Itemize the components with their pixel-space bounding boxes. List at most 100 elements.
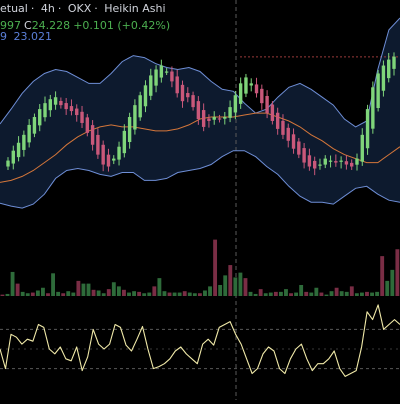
volume-bar	[15, 283, 20, 296]
candle-body	[254, 84, 259, 94]
volume-bar	[127, 292, 131, 296]
candle-body	[138, 95, 142, 118]
candle-body	[228, 107, 232, 118]
candle-body	[244, 77, 248, 94]
volume-bar	[25, 293, 30, 296]
volume-bar	[162, 291, 167, 296]
candle-body	[32, 117, 37, 134]
candle-body	[48, 99, 53, 111]
volume-bar	[375, 291, 380, 296]
volume-bar	[213, 239, 218, 296]
candle-body	[381, 65, 386, 91]
volume-bar	[177, 292, 182, 296]
volume-bar	[197, 293, 202, 296]
bb-fragment: 9	[0, 30, 7, 43]
candle-body	[217, 118, 222, 120]
volume-bar	[228, 265, 233, 296]
volume-bar	[294, 292, 299, 296]
volume-bar	[253, 293, 258, 296]
candle-body	[38, 109, 42, 126]
volume-bar	[101, 293, 106, 296]
volume-bar	[319, 292, 324, 296]
candle-body	[365, 109, 370, 149]
volume-bar	[258, 289, 263, 296]
volume-bar	[349, 286, 354, 296]
candle-body	[201, 110, 206, 127]
candle-body	[22, 134, 26, 150]
candle-body	[265, 96, 269, 114]
volume-bar	[359, 292, 364, 296]
candle-body	[223, 117, 227, 119]
candle-body	[85, 117, 90, 133]
chart-style-label: Heikin Ashi	[104, 2, 166, 15]
volume-bar	[41, 287, 45, 296]
bollinger-upper-line	[0, 17, 400, 128]
volume-bar	[86, 283, 91, 296]
candle-body	[349, 162, 354, 167]
candle-body	[101, 144, 105, 165]
volume-bar	[56, 291, 61, 296]
close-label: C	[24, 19, 32, 32]
candle-body	[53, 97, 58, 105]
candle-body	[69, 106, 74, 112]
ohlc-fragment: 997	[0, 19, 21, 32]
candle-body	[96, 134, 100, 155]
candle-body	[43, 103, 47, 118]
volume-bar	[0, 294, 5, 296]
volume-bar	[263, 293, 268, 296]
volume-bar	[339, 291, 344, 296]
volume-bar	[324, 294, 329, 296]
bb-value: 23.021	[13, 30, 53, 43]
volume-bar	[20, 291, 25, 296]
volume-bar	[71, 292, 76, 296]
volume-bar	[289, 293, 293, 296]
volume-bar	[106, 289, 111, 296]
candle-body	[27, 124, 31, 143]
volume-bar	[142, 293, 147, 296]
candle-body	[117, 146, 121, 160]
volume-bar	[192, 293, 197, 296]
volume-bar	[208, 286, 212, 296]
candle-body	[207, 118, 211, 121]
candle-body	[75, 108, 79, 116]
volume-bar	[218, 285, 223, 296]
volume-bar	[284, 289, 288, 296]
volume-bar	[243, 278, 248, 296]
candle-body	[339, 160, 343, 162]
separator-dot: ·	[30, 2, 35, 15]
volume-bar	[167, 292, 172, 296]
volume-bar	[329, 291, 334, 296]
candle-body	[307, 155, 312, 167]
candle-body	[106, 154, 111, 167]
candle-body	[286, 127, 290, 141]
close-value: 24.228	[31, 19, 71, 32]
separator-dot: ·	[57, 2, 62, 15]
candle-body	[323, 158, 327, 165]
candle-body	[302, 148, 306, 163]
candle-body	[80, 111, 84, 123]
volume-bar	[395, 249, 400, 296]
candle-body	[260, 88, 264, 104]
volume-bar	[390, 269, 395, 296]
volume-bar	[122, 289, 126, 296]
volume-bar	[96, 290, 101, 296]
volume-bar	[233, 277, 238, 296]
candle-body	[312, 160, 317, 169]
volume-bar	[116, 286, 121, 296]
volume-bar	[30, 292, 35, 296]
volume-bar	[157, 278, 162, 296]
change-value: +0.101 (+0.42%)	[73, 19, 171, 32]
candle-body	[11, 150, 15, 164]
volume-bar	[223, 275, 228, 296]
volume-bar	[187, 292, 192, 296]
candle-body	[238, 83, 243, 104]
candle-body	[371, 87, 375, 129]
volume-bar	[203, 290, 207, 296]
candle-body	[112, 158, 116, 161]
candle-body	[297, 141, 301, 155]
candle-body	[122, 130, 127, 154]
volume-bar	[76, 280, 81, 296]
volume-bar	[35, 290, 40, 296]
